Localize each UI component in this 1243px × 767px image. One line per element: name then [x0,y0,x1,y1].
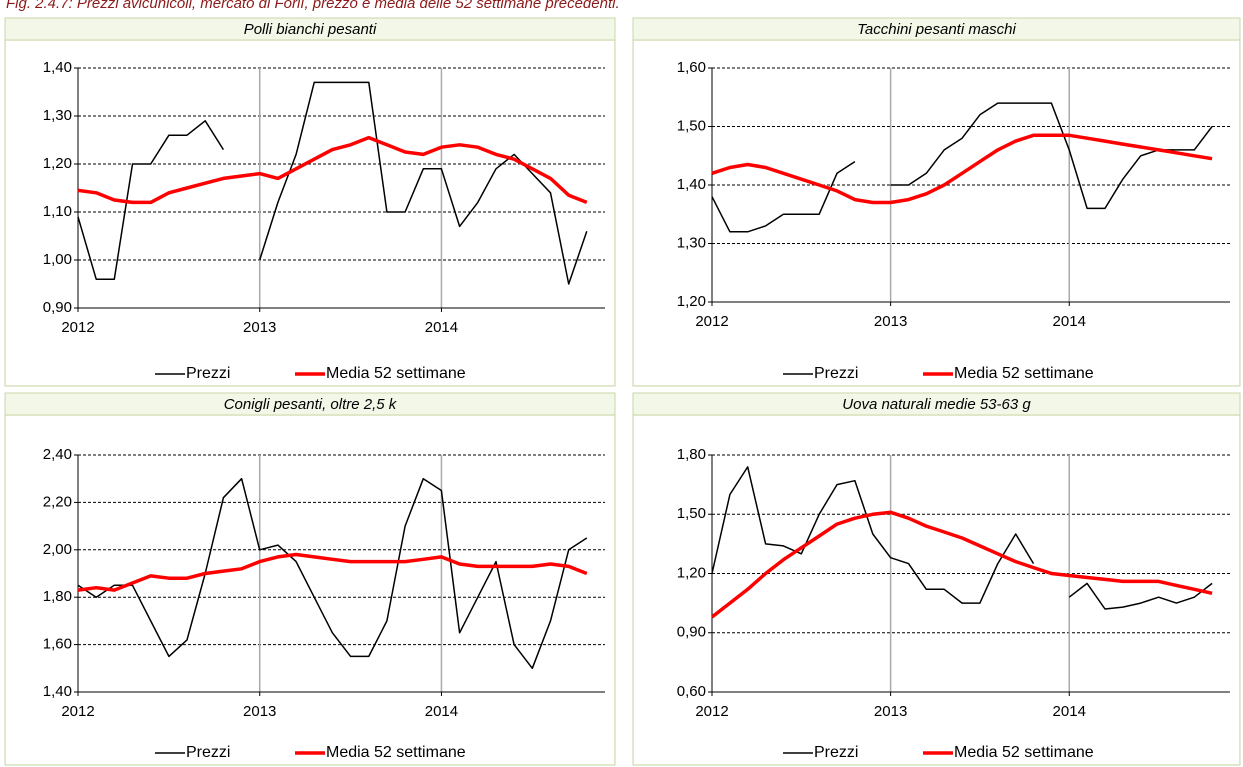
legend-label: Media 52 settimane [326,744,466,761]
series-line [77,552,588,592]
series-line [77,81,588,285]
x-tick-label: 2013 [874,703,907,720]
y-tick-label: 1,10 [43,203,72,220]
y-tick-label: 1,80 [677,446,706,463]
series-line [77,135,588,205]
x-tick-label: 2013 [874,313,907,330]
x-tick-label: 2014 [425,703,458,720]
y-tick-label: 0,90 [43,299,72,316]
y-tick-label: 2,20 [43,493,72,510]
y-tick-label: 1,20 [677,564,706,581]
y-tick-label: 2,40 [43,446,72,463]
x-tick-label: 2014 [1053,703,1086,720]
y-tick-label: 1,60 [677,59,706,76]
y-tick-label: 1,20 [677,293,706,310]
legend-label: Media 52 settimane [326,365,466,382]
series-line [711,466,1213,610]
chart-title: Uova naturali medie 53-63 g [842,396,1031,413]
series-line [711,133,1213,205]
y-tick-label: 1,50 [677,117,706,134]
chart-title: Tacchini pesanti maschi [857,21,1016,38]
y-tick-label: 1,40 [677,176,706,193]
x-tick-label: 2012 [61,703,94,720]
y-tick-label: 1,80 [43,588,72,605]
y-tick-label: 1,30 [677,234,706,251]
series-line [710,510,1213,619]
y-tick-label: 1,40 [43,683,72,700]
chart-title: Conigli pesanti, oltre 2,5 k [224,396,398,413]
x-tick-label: 2012 [695,313,728,330]
y-tick-label: 1,40 [43,59,72,76]
x-tick-label: 2013 [243,703,276,720]
y-tick-label: 1,00 [43,251,72,268]
figure-title: Fig. 2.4.7: Prezzi avicunicoli, mercato … [6,0,620,12]
x-tick-label: 2012 [61,319,94,336]
y-tick-label: 0,90 [677,624,706,641]
legend-label: Prezzi [186,365,230,382]
y-tick-label: 2,00 [43,541,72,558]
plot-area [634,41,1239,385]
legend-label: Prezzi [814,744,858,761]
y-tick-label: 0,60 [677,683,706,700]
series-line [77,477,588,670]
x-tick-label: 2012 [695,703,728,720]
x-tick-label: 2014 [1053,313,1086,330]
x-tick-label: 2013 [243,319,276,336]
x-tick-label: 2014 [425,319,458,336]
legend-label: Prezzi [186,744,230,761]
y-tick-label: 1,20 [43,155,72,172]
y-tick-label: 1,30 [43,107,72,124]
legend-label: Prezzi [814,365,858,382]
legend-label: Media 52 settimane [954,744,1094,761]
y-tick-label: 1,50 [677,505,706,522]
y-tick-label: 1,60 [43,636,72,653]
chart-title: Polli bianchi pesanti [244,21,377,38]
plot-area [6,41,614,385]
legend-label: Media 52 settimane [954,365,1094,382]
